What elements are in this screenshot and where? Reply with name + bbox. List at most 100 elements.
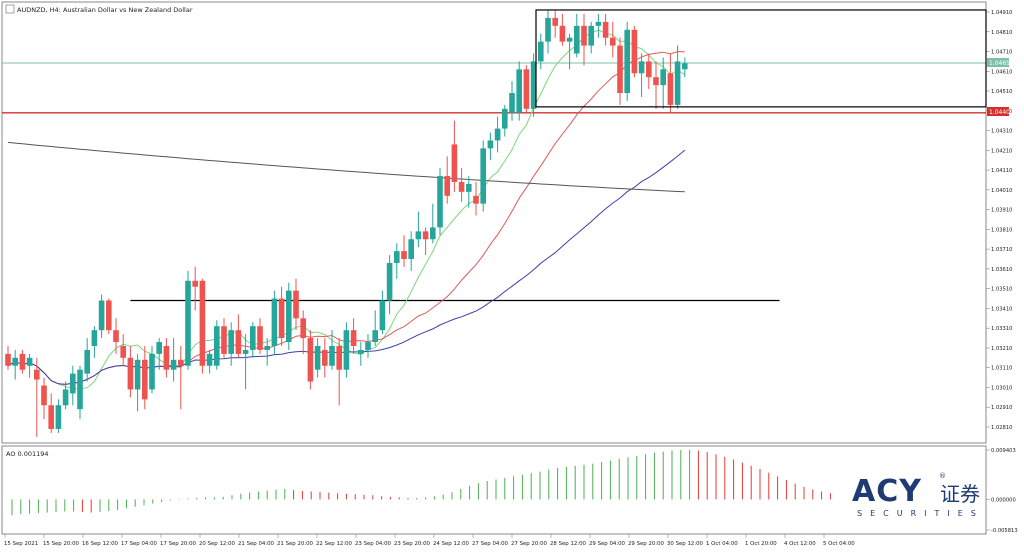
symbol-title: AUDNZD, H4: Australian Dollar vs New Zea… (17, 6, 193, 14)
ma-long-line (7, 141, 685, 193)
candle-body (595, 21, 602, 26)
candle-body (646, 61, 652, 78)
candle-body (588, 25, 594, 46)
consolidation-box (535, 9, 987, 108)
acy-logo: ACY 证券 SECURITIES ® (852, 472, 984, 518)
logo-sub: SECURITIES (857, 509, 984, 518)
candle-body (523, 69, 530, 109)
price-label: 1.04110 (991, 168, 1012, 174)
time-label: 29 Sep 04:00 (589, 541, 626, 547)
candle-body (379, 300, 386, 331)
candle-body (293, 290, 299, 319)
candle-body (62, 389, 69, 406)
time-label: 27 Sep 20:00 (511, 541, 548, 547)
candle-body (437, 176, 443, 228)
candle-body (401, 251, 407, 260)
symbol-header: AUDNZD, H4: Australian Dollar vs New Zea… (5, 4, 193, 14)
candle-body (120, 345, 126, 358)
price-label: 1.03510 (991, 287, 1012, 293)
candle-body (386, 262, 393, 301)
price-label: 1.03710 (991, 247, 1012, 253)
candle-body (134, 359, 141, 390)
price-label: 1.04010 (991, 188, 1012, 194)
candle-body (538, 41, 544, 62)
candle-body (343, 330, 350, 370)
candle-body (631, 29, 638, 74)
price-label: 1.04510 (991, 89, 1012, 95)
candle-body (163, 345, 170, 370)
candle-body (26, 357, 33, 366)
time-label: 5 Oct 04:00 (823, 541, 855, 547)
candle-body (170, 359, 177, 370)
price-label: 1.04910 (991, 10, 1012, 16)
candle-body (574, 25, 580, 54)
time-label: 15 Sep 2021 (4, 541, 38, 547)
candle-body (113, 330, 119, 343)
candle-body (206, 353, 213, 366)
price-label: 1.02810 (991, 425, 1012, 431)
candle-body (516, 69, 522, 113)
price-label: 1.04210 (991, 148, 1012, 154)
time-label: 1 Oct 20:00 (745, 541, 777, 547)
candle-body (444, 176, 450, 196)
candle-body (430, 227, 436, 240)
indicator-pane-frame (1, 445, 987, 535)
current-price-tag: 1.04652 (987, 58, 1014, 67)
support-price-text: 1.04400 (989, 109, 1014, 116)
time-label: 17 Sep 04:00 (121, 541, 158, 547)
price-label: 1.04810 (991, 30, 1012, 36)
candle-body (228, 330, 234, 354)
candle-body (257, 326, 263, 350)
candle-body (156, 342, 162, 354)
time-label: 23 Sep 04:00 (355, 541, 392, 547)
candle-body (91, 330, 98, 346)
candle-body (653, 77, 659, 86)
ao-scale-label: 0.009403 (991, 448, 1016, 454)
price-label: 1.04710 (991, 50, 1012, 56)
candle-body (178, 359, 184, 366)
candle-body (372, 330, 378, 343)
candle-body (602, 21, 609, 38)
candle-body (48, 405, 54, 429)
candle-body (408, 239, 414, 260)
candle-body (271, 298, 278, 346)
time-label: 1 Oct 04:00 (706, 541, 738, 547)
candle-body (365, 342, 371, 350)
price-label: 1.03810 (991, 227, 1012, 233)
candle-body (199, 280, 206, 366)
candle-body (286, 290, 292, 343)
candle-body (322, 349, 328, 366)
candle-body (98, 300, 105, 331)
candle-body (458, 181, 465, 192)
support-price-tag: 1.04400 (987, 107, 1014, 116)
price-label: 1.03410 (991, 306, 1012, 312)
price-label: 1.03610 (991, 267, 1012, 273)
candle-body (221, 326, 227, 354)
candle-body (34, 369, 40, 380)
current-price-tag-bg (987, 58, 1009, 67)
candle-body (77, 369, 83, 410)
logo-brand: ACY (852, 474, 922, 509)
ao-scale: 0.009403 0.000000 -0.005813 (986, 448, 1018, 534)
candle-body (192, 280, 198, 287)
range-box (535, 9, 987, 108)
current-price-text: 1.04652 (989, 60, 1014, 67)
candle-body (278, 298, 285, 339)
candle-body (494, 128, 501, 141)
candle-body (610, 37, 616, 46)
candle-body (358, 349, 364, 354)
price-label: 1.03110 (991, 366, 1012, 372)
time-label: 30 Sep 12:00 (667, 541, 704, 547)
time-label: 23 Sep 20:00 (394, 541, 431, 547)
candle-body (329, 345, 335, 366)
support-price-tag-bg (987, 107, 1009, 116)
candle-body (509, 93, 515, 113)
time-label: 21 Sep 04:00 (238, 541, 275, 547)
candle-body (5, 353, 11, 366)
candle-body (480, 148, 486, 204)
candle-body (394, 251, 400, 263)
ao-scale-label: 0.000000 (991, 497, 1016, 503)
candles (5, 10, 688, 437)
